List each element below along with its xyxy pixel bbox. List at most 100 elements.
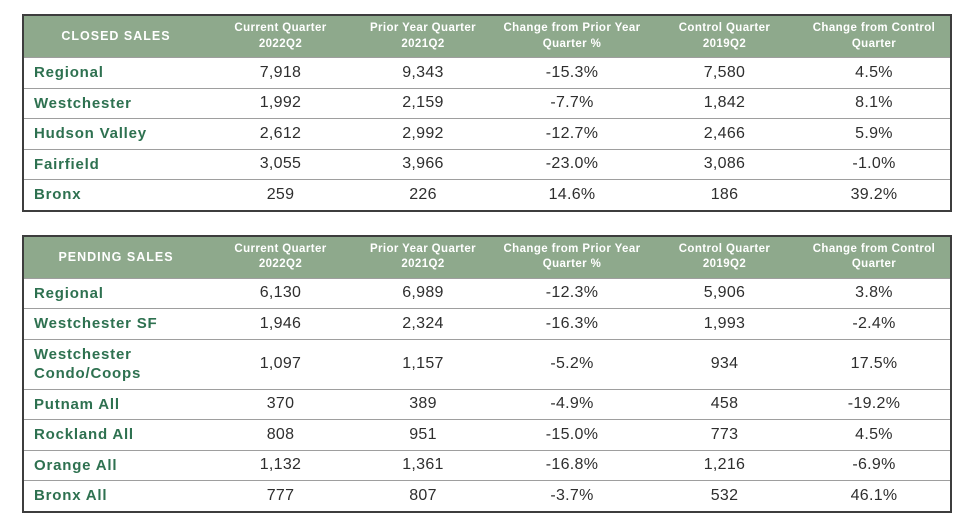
cell-value: 808 — [208, 419, 353, 451]
cell-value: 1,992 — [208, 87, 353, 119]
cell-value: 773 — [651, 419, 798, 451]
row-label: Westchester — [23, 87, 208, 119]
cell-value: 807 — [353, 480, 493, 512]
table-row-regional: Regional 6,130 6,989 -12.3% 5,906 3.8% — [23, 277, 951, 309]
cell-value: -1.0% — [798, 148, 951, 180]
cell-value: 1,361 — [353, 449, 493, 481]
column-header-prior-year-quarter: Prior Year Quarter 2021Q2 — [353, 15, 493, 58]
row-label: Westchester Condo/Coops — [23, 338, 208, 390]
cell-value: 8.1% — [798, 87, 951, 119]
pending-sales-title: PENDING SALES — [23, 235, 208, 279]
cell-value: 1,132 — [208, 449, 353, 481]
cell-value: -12.7% — [493, 118, 651, 150]
cell-value: 7,580 — [651, 57, 798, 89]
cell-value: 4.5% — [798, 419, 951, 451]
column-header-control-quarter: Control Quarter 2019Q2 — [651, 235, 798, 279]
cell-value: -6.9% — [798, 449, 951, 481]
report-page: CLOSED SALES Current Quarter 2022Q2 Prio… — [22, 14, 952, 513]
cell-value: 2,324 — [353, 308, 493, 340]
cell-value: 1,946 — [208, 308, 353, 340]
table-row-regional: Regional 7,918 9,343 -15.3% 7,580 4.5% — [23, 57, 951, 89]
cell-value: -12.3% — [493, 277, 651, 309]
cell-value: -3.7% — [493, 480, 651, 512]
cell-value: 1,157 — [353, 338, 493, 390]
table-row-rockland-all: Rockland All 808 951 -15.0% 773 4.5% — [23, 419, 951, 451]
row-label: Regional — [23, 57, 208, 89]
cell-value: 3,086 — [651, 148, 798, 180]
cell-value: 370 — [208, 388, 353, 420]
cell-value: 934 — [651, 338, 798, 390]
closed-sales-header-row: CLOSED SALES Current Quarter 2022Q2 Prio… — [23, 15, 951, 58]
cell-value: -15.0% — [493, 419, 651, 451]
cell-value: 1,842 — [651, 87, 798, 119]
cell-value: 2,612 — [208, 118, 353, 150]
column-header-change-prior-year: Change from Prior Year Quarter % — [493, 235, 651, 279]
row-label: Bronx — [23, 179, 208, 211]
cell-value: 5.9% — [798, 118, 951, 150]
table-row-fairfield: Fairfield 3,055 3,966 -23.0% 3,086 -1.0% — [23, 148, 951, 180]
table-row-bronx-all: Bronx All 777 807 -3.7% 532 46.1% — [23, 480, 951, 512]
cell-value: -4.9% — [493, 388, 651, 420]
row-label: Hudson Valley — [23, 118, 208, 150]
table-row-hudson-valley: Hudson Valley 2,612 2,992 -12.7% 2,466 5… — [23, 118, 951, 150]
cell-value: 1,097 — [208, 338, 353, 390]
cell-value: 17.5% — [798, 338, 951, 390]
table-row-bronx: Bronx 259 226 14.6% 186 39.2% — [23, 179, 951, 211]
pending-sales-table: PENDING SALES Current Quarter 2022Q2 Pri… — [22, 234, 952, 513]
column-header-current-quarter: Current Quarter 2022Q2 — [208, 235, 353, 279]
cell-value: -16.8% — [493, 449, 651, 481]
cell-value: 2,992 — [353, 118, 493, 150]
cell-value: -23.0% — [493, 148, 651, 180]
cell-value: 3,966 — [353, 148, 493, 180]
cell-value: 39.2% — [798, 179, 951, 211]
cell-value: 532 — [651, 480, 798, 512]
cell-value: 951 — [353, 419, 493, 451]
column-header-change-control: Change from Control Quarter — [798, 15, 951, 58]
cell-value: -15.3% — [493, 57, 651, 89]
column-header-current-quarter: Current Quarter 2022Q2 — [208, 15, 353, 58]
row-label: Westchester SF — [23, 308, 208, 340]
table-row-westchester: Westchester 1,992 2,159 -7.7% 1,842 8.1% — [23, 87, 951, 119]
table-row-westchester-sf: Westchester SF 1,946 2,324 -16.3% 1,993 … — [23, 308, 951, 340]
cell-value: 14.6% — [493, 179, 651, 211]
column-header-control-quarter: Control Quarter 2019Q2 — [651, 15, 798, 58]
cell-value: 3.8% — [798, 277, 951, 309]
row-label: Bronx All — [23, 480, 208, 512]
cell-value: 2,466 — [651, 118, 798, 150]
cell-value: 7,918 — [208, 57, 353, 89]
cell-value: 3,055 — [208, 148, 353, 180]
row-label: Orange All — [23, 449, 208, 481]
row-label: Regional — [23, 277, 208, 309]
column-header-change-control: Change from Control Quarter — [798, 235, 951, 279]
cell-value: 2,159 — [353, 87, 493, 119]
closed-sales-title: CLOSED SALES — [23, 15, 208, 58]
table-row-putnam-all: Putnam All 370 389 -4.9% 458 -19.2% — [23, 388, 951, 420]
row-label: Rockland All — [23, 419, 208, 451]
cell-value: 5,906 — [651, 277, 798, 309]
cell-value: 4.5% — [798, 57, 951, 89]
cell-value: 9,343 — [353, 57, 493, 89]
cell-value: 6,130 — [208, 277, 353, 309]
row-label: Putnam All — [23, 388, 208, 420]
cell-value: 389 — [353, 388, 493, 420]
cell-value: -7.7% — [493, 87, 651, 119]
closed-sales-table: CLOSED SALES Current Quarter 2022Q2 Prio… — [22, 14, 952, 212]
cell-value: -16.3% — [493, 308, 651, 340]
cell-value: 6,989 — [353, 277, 493, 309]
cell-value: 777 — [208, 480, 353, 512]
row-label: Fairfield — [23, 148, 208, 180]
cell-value: 458 — [651, 388, 798, 420]
cell-value: 1,216 — [651, 449, 798, 481]
cell-value: 226 — [353, 179, 493, 211]
table-row-westchester-condo-coops: Westchester Condo/Coops 1,097 1,157 -5.2… — [23, 338, 951, 390]
pending-sales-header-row: PENDING SALES Current Quarter 2022Q2 Pri… — [23, 235, 951, 279]
cell-value: 1,993 — [651, 308, 798, 340]
table-row-orange-all: Orange All 1,132 1,361 -16.8% 1,216 -6.9… — [23, 449, 951, 481]
cell-value: -5.2% — [493, 338, 651, 390]
column-header-change-prior-year: Change from Prior Year Quarter % — [493, 15, 651, 58]
cell-value: 186 — [651, 179, 798, 211]
cell-value: -2.4% — [798, 308, 951, 340]
cell-value: 46.1% — [798, 480, 951, 512]
cell-value: 259 — [208, 179, 353, 211]
column-header-prior-year-quarter: Prior Year Quarter 2021Q2 — [353, 235, 493, 279]
